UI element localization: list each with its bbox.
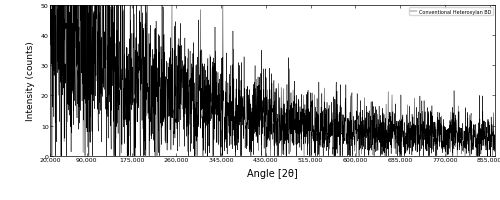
Conventional Heteroxylan BD (436, 119, 442, 121)
Line: Conventional Heteroxylan BD: Conventional Heteroxylan BD (50, 0, 495, 156)
X-axis label: Angle [2θ]: Angle [2θ] (247, 168, 298, 178)
Conventional Heteroxylan BD (237, 101, 243, 104)
Conventional Heteroxylan BD (484, 127, 490, 129)
Conventional Heteroxylan BD (218, 129, 224, 132)
Conventional Heteroxylan BD (124, 110, 130, 113)
Conventional Heteroxylan BD (492, 139, 498, 141)
Y-axis label: Intensity (counts): Intensity (counts) (26, 41, 35, 121)
Conventional Heteroxylan BD (98, 91, 104, 94)
Conventional Heteroxylan BD (49, 155, 55, 157)
Legend: Conventional Heteroxylan BD: Conventional Heteroxylan BD (408, 8, 492, 16)
